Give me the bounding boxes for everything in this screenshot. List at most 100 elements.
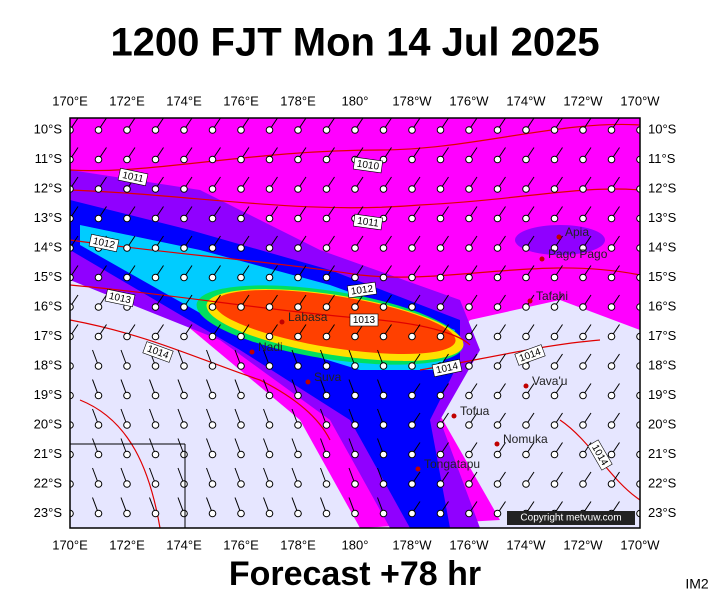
station (294, 509, 302, 518)
copyright: Copyright metvuw.com (520, 513, 621, 524)
lon-label-top: 174°E (166, 93, 202, 108)
station (607, 362, 616, 370)
station (123, 362, 131, 370)
wind-barb (639, 188, 640, 189)
lat-label-left: 10°S (34, 121, 63, 136)
station (265, 155, 274, 164)
station (70, 273, 74, 282)
station (408, 273, 416, 282)
station (522, 155, 530, 164)
station (607, 421, 616, 429)
lon-label-top: 176°W (449, 93, 489, 108)
lon-label-top: 172°E (109, 93, 145, 108)
isobar-label-box (104, 288, 136, 308)
lat-label-left: 15°S (34, 269, 63, 284)
place-dot (305, 379, 311, 385)
station (607, 391, 616, 400)
station (322, 126, 331, 134)
station (94, 185, 103, 193)
station (322, 480, 331, 488)
station (70, 214, 74, 223)
station (636, 214, 640, 223)
lat-label-right: 11°S (648, 151, 676, 166)
station (322, 362, 331, 370)
lat-label-left: 12°S (34, 180, 63, 195)
isobar-label-box (587, 439, 613, 471)
isobar-label: 1013 (349, 313, 379, 327)
station (180, 509, 188, 518)
station (180, 273, 188, 282)
lon-label-top: 170°W (620, 93, 660, 108)
isobar-label-text: 1011 (356, 216, 379, 230)
wind-barb (70, 482, 71, 484)
place-dot (523, 383, 529, 389)
isobar-label-text: 1010 (356, 159, 380, 173)
station (294, 155, 302, 164)
station (237, 480, 245, 488)
station (550, 480, 559, 488)
station (237, 421, 245, 429)
station (351, 362, 359, 370)
station (408, 126, 416, 134)
place-dot (494, 441, 500, 447)
lat-label-right: 13°S (648, 210, 677, 225)
station (465, 509, 473, 518)
station (70, 244, 74, 252)
station (94, 214, 103, 223)
station (436, 185, 445, 193)
station (208, 273, 217, 282)
lat-label-left: 11°S (35, 151, 63, 166)
station (151, 509, 160, 518)
station (180, 421, 188, 429)
station (208, 185, 217, 193)
station (237, 509, 245, 518)
station (579, 185, 587, 193)
station (180, 185, 188, 193)
isobar-label-box (431, 358, 463, 378)
station (465, 273, 473, 282)
station (94, 480, 103, 488)
station (265, 450, 274, 459)
station (550, 244, 559, 252)
wind-barb (639, 276, 640, 278)
station (265, 214, 274, 223)
station (379, 185, 388, 193)
lon-label-top: 172°W (563, 93, 603, 108)
station (493, 362, 502, 370)
station (265, 332, 274, 341)
isobar-label: 1012 (88, 233, 120, 253)
wind-barb (639, 453, 640, 455)
place-label: Suva (314, 370, 342, 384)
station (607, 450, 616, 459)
lat-label-right: 17°S (648, 328, 677, 343)
station (607, 185, 616, 193)
isobar-label-text: 1013 (353, 315, 376, 326)
station (636, 480, 640, 488)
lon-label-bottom: 178°E (280, 537, 316, 552)
lat-label-right: 14°S (648, 239, 677, 254)
station (465, 155, 473, 164)
station (151, 332, 160, 341)
lon-label-top: 178°E (280, 93, 316, 108)
station (408, 244, 416, 252)
station (579, 391, 587, 400)
station (379, 450, 388, 459)
station (294, 480, 302, 488)
lon-label-bottom: 180° (342, 537, 369, 552)
station (436, 332, 445, 341)
place-dot (527, 298, 533, 304)
wind-barb (639, 247, 640, 248)
station (180, 332, 188, 341)
lat-label-right: 15°S (648, 269, 677, 284)
station (636, 391, 640, 400)
station (294, 362, 302, 370)
station (70, 421, 74, 429)
station (465, 303, 473, 311)
station (294, 421, 302, 429)
station (237, 332, 245, 341)
wind-barb (639, 335, 640, 337)
station (265, 244, 274, 252)
station (379, 391, 388, 400)
station (379, 509, 388, 518)
station (322, 450, 331, 459)
